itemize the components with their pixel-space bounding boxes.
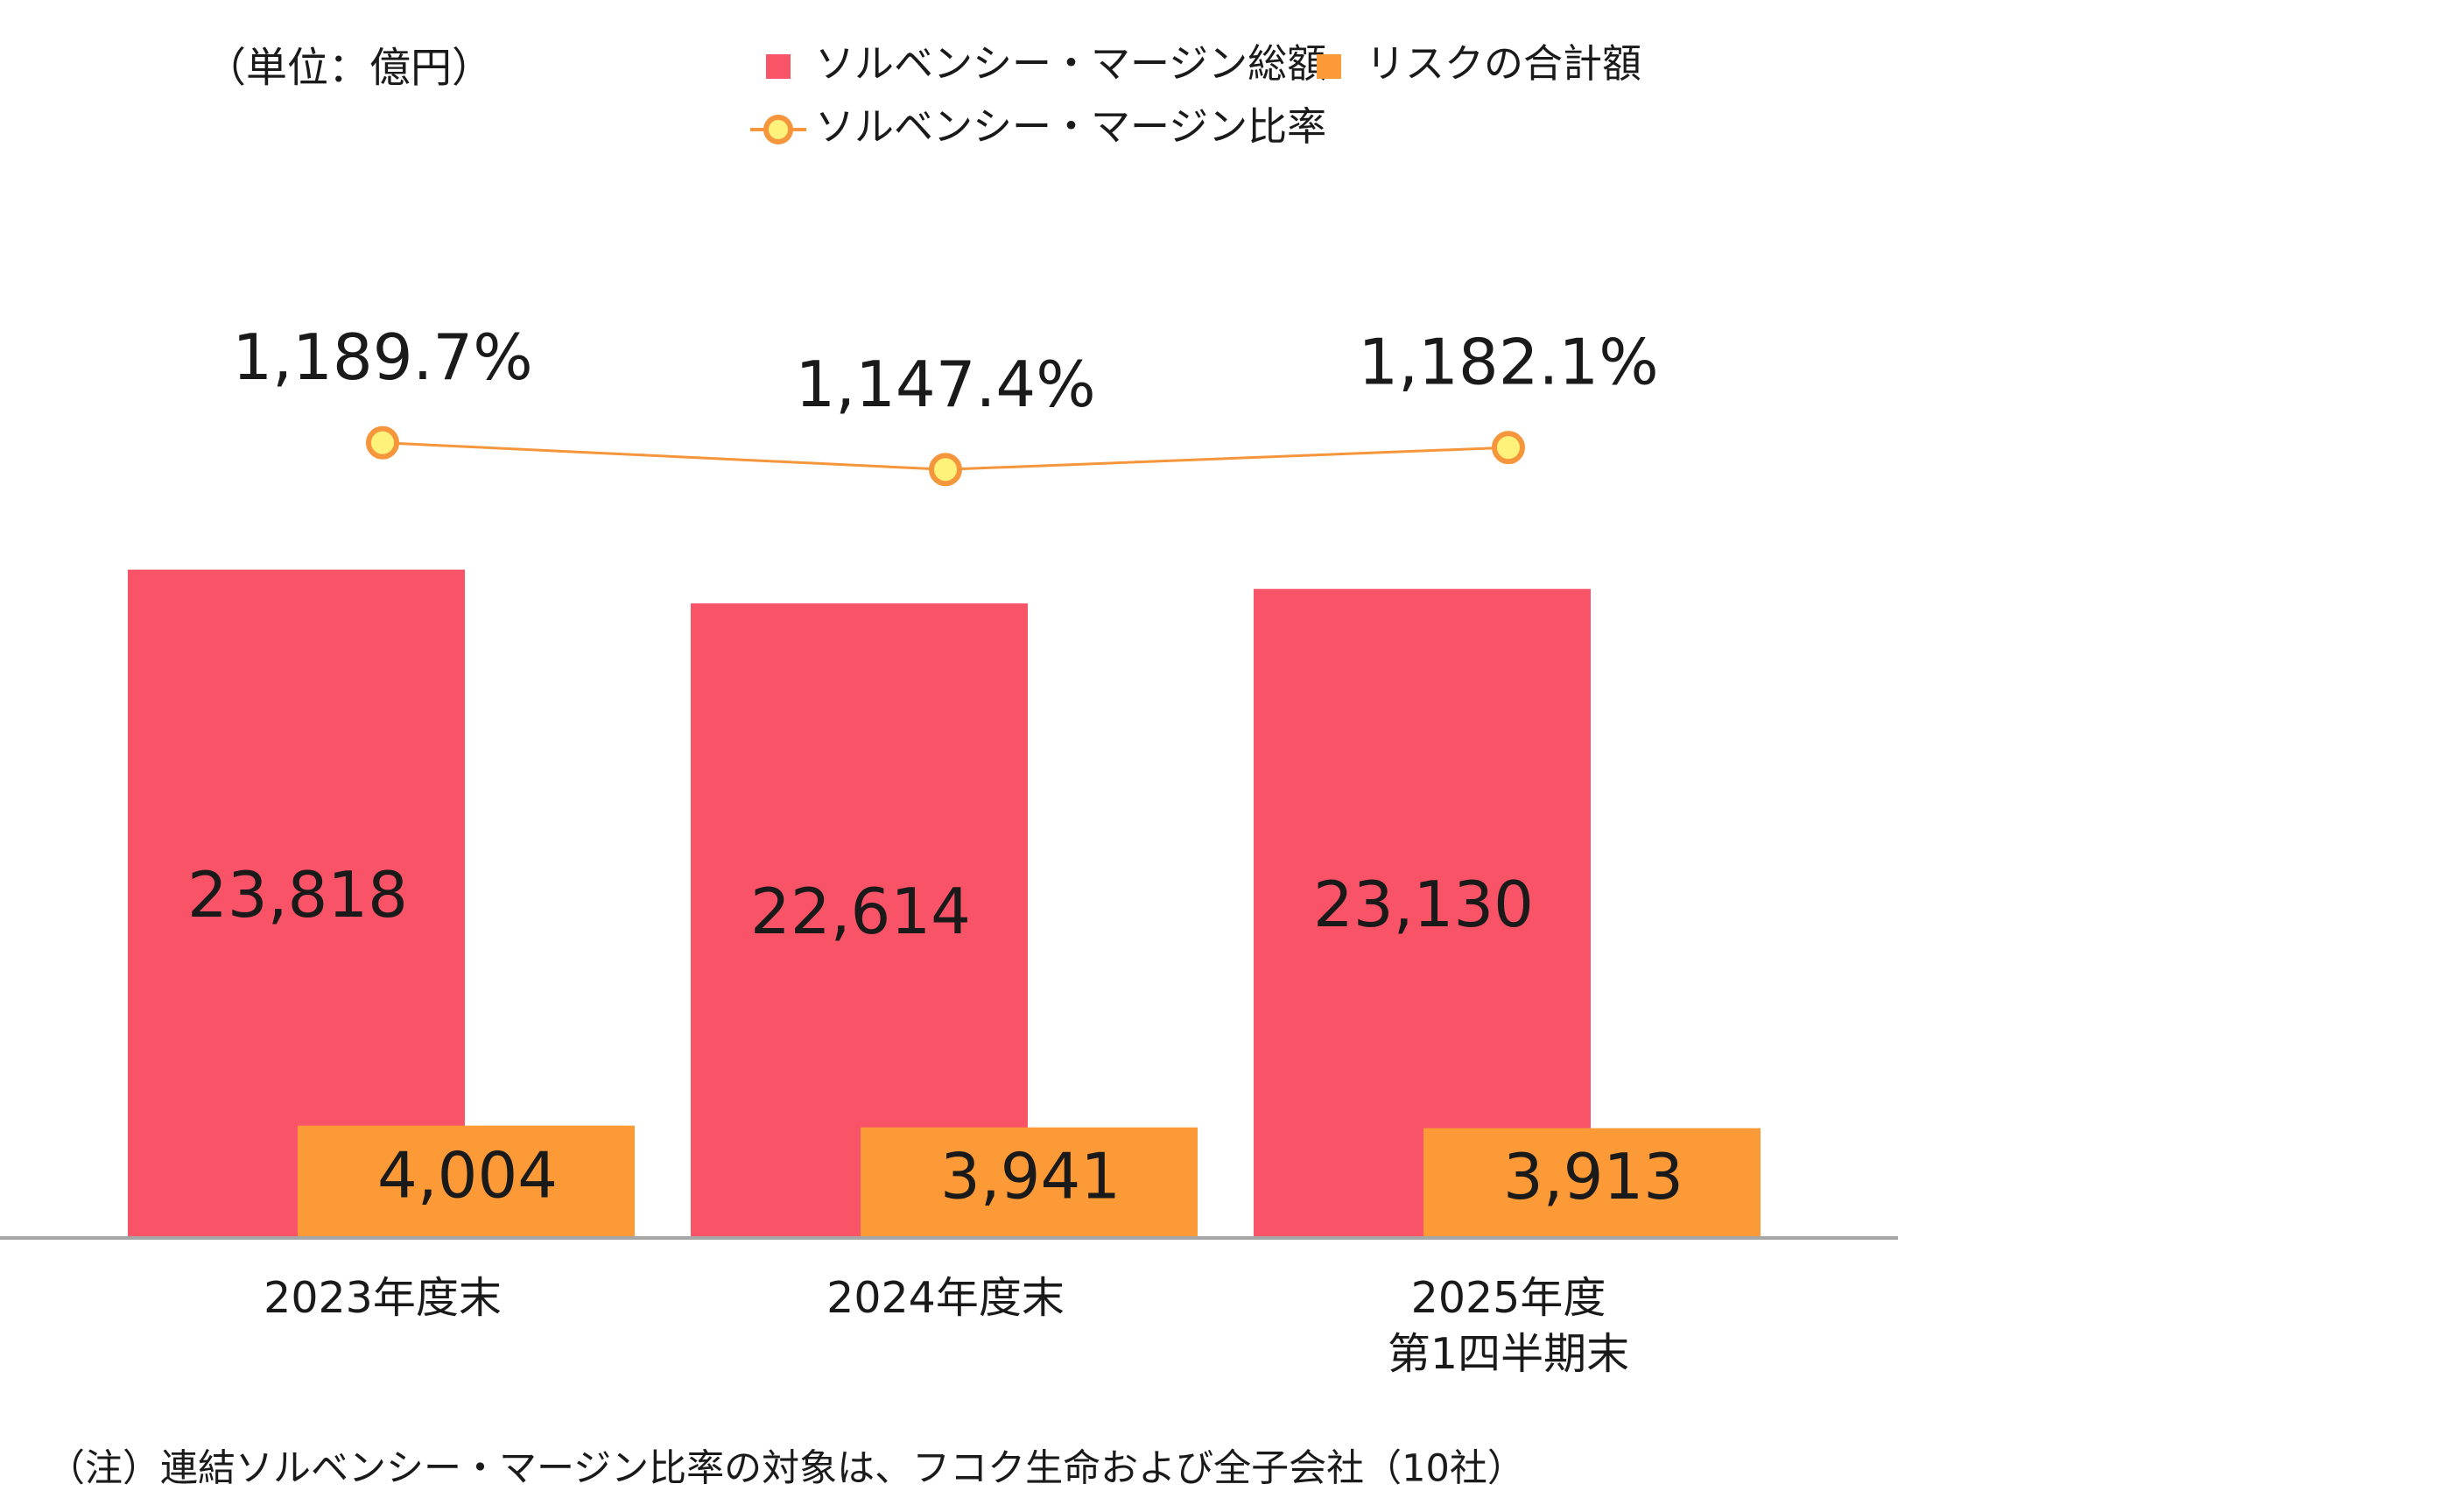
value-label: 4,004 [377, 1138, 558, 1212]
ratio-marker [366, 425, 399, 460]
legend-label: ソルベンシー・マージン比率 [815, 103, 1326, 150]
value-label: 3,941 [940, 1139, 1121, 1213]
bar [1423, 1128, 1761, 1238]
legend-label: リスクの合計額 [1366, 40, 1641, 87]
footnote: （注）連結ソルベンシー・マージン比率の対象は、フコク生命および全子会社（10社） [47, 1447, 1525, 1491]
legend-swatch [766, 54, 791, 79]
value-label: 1,147.4% [795, 348, 1095, 421]
bar [298, 1125, 635, 1238]
value-label: 23,818 [187, 858, 408, 932]
legend-marker [763, 115, 793, 144]
value-label: 1,189.7% [232, 320, 532, 394]
unit-label: （単位：億円） [205, 45, 493, 93]
x-tick-label: 2023年度末 [264, 1273, 502, 1323]
value-label: 23,130 [1313, 868, 1534, 941]
value-label: 22,614 [750, 875, 971, 948]
legend-label: ソルベンシー・マージン総額 [815, 40, 1326, 87]
legend-swatch [1317, 54, 1341, 79]
bar [861, 1127, 1198, 1238]
ratio-marker [1492, 431, 1525, 465]
x-tick-label: 2024年度末 [826, 1273, 1065, 1323]
value-label: 1,182.1% [1358, 326, 1658, 399]
ratio-marker [929, 453, 962, 487]
x-tick-label: 2025年度第1四半期末 [1388, 1273, 1629, 1379]
value-label: 3,913 [1503, 1140, 1683, 1213]
